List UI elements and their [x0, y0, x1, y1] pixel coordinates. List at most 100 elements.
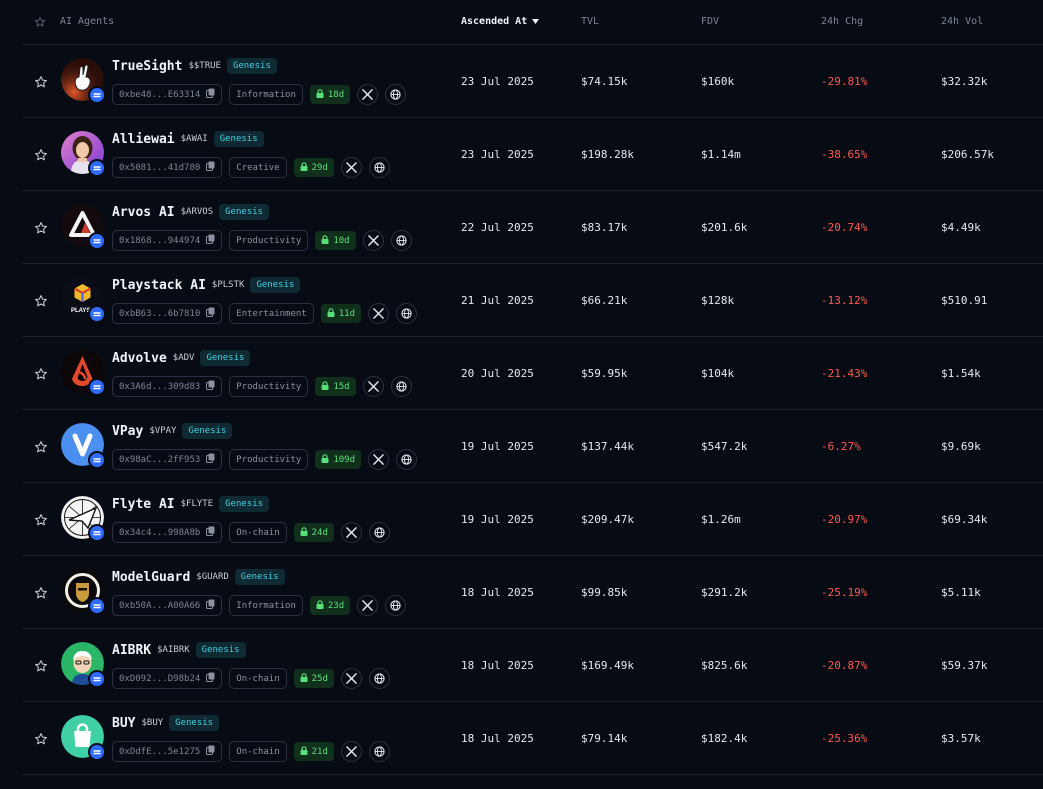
agent-avatar[interactable] [61, 423, 106, 469]
x-social-icon[interactable] [340, 522, 362, 543]
lock-badge: 23d [309, 596, 351, 615]
x-social-icon[interactable] [340, 668, 362, 689]
globe-icon[interactable] [368, 741, 390, 762]
x-social-icon[interactable] [357, 595, 379, 616]
header-tvl[interactable]: TVL [581, 16, 600, 27]
agent-name[interactable]: TrueSight [112, 58, 183, 74]
agent-name[interactable]: BUY [112, 715, 136, 731]
contract-address[interactable]: 0xDdfE...5e1275 [112, 741, 223, 762]
agent-avatar[interactable] [61, 131, 106, 177]
copy-icon[interactable] [206, 453, 215, 466]
globe-icon[interactable] [396, 449, 417, 470]
globe-icon[interactable] [385, 595, 407, 616]
contract-address[interactable]: 0xD092...D98b24 [112, 668, 223, 689]
change-value: -6.27% [821, 439, 861, 453]
agent-name[interactable]: Flyte AI [112, 496, 175, 512]
contract-address[interactable]: 0xbe48...E63314 [112, 84, 223, 105]
globe-icon[interactable] [385, 84, 407, 105]
globe-icon[interactable] [396, 303, 417, 324]
globe-icon[interactable] [368, 157, 390, 178]
ascended-date: 19 Jul 2025 [461, 512, 534, 526]
globe-icon[interactable] [390, 230, 412, 251]
contract-address[interactable]: 0x34c4...998A8b [112, 522, 223, 543]
star-icon[interactable] [34, 147, 48, 161]
table-row[interactable]: VPay $VPAY Genesis 0x98aC...2fF953 Produ… [22, 410, 1043, 483]
contract-address[interactable]: 0x5081...41d780 [112, 157, 223, 178]
table-row[interactable]: Alliewai $AWAI Genesis 0x5081...41d780 C… [22, 118, 1043, 191]
header-vol[interactable]: 24h Vol [941, 16, 984, 27]
star-icon[interactable] [34, 585, 48, 599]
lock-duration: 25d [311, 673, 328, 684]
copy-icon[interactable] [206, 599, 215, 612]
star-icon[interactable] [34, 366, 48, 380]
contract-address[interactable]: 0xb50A...A00A66 [112, 595, 223, 616]
contract-address[interactable]: 0x1868...944974 [112, 230, 223, 251]
x-social-icon[interactable] [357, 84, 379, 105]
x-social-icon[interactable] [368, 449, 389, 470]
star-icon[interactable] [34, 220, 48, 234]
agent-avatar[interactable] [61, 204, 106, 250]
category-tag: On-chain [229, 522, 287, 543]
agent-avatar[interactable] [61, 58, 106, 104]
table-row[interactable]: AIBRK $AIBRK Genesis 0xD092...D98b24 On-… [22, 629, 1043, 702]
agent-name[interactable]: Arvos AI [112, 204, 175, 220]
agent-name[interactable]: AIBRK [112, 642, 152, 658]
agent-avatar[interactable]: PLAYST [61, 277, 106, 323]
tvl-value: $83.17k [581, 220, 628, 234]
header-fdv[interactable]: FDV [701, 16, 720, 27]
agent-avatar[interactable] [61, 569, 106, 615]
contract-address[interactable]: 0x3A6d...309d83 [112, 376, 223, 397]
copy-icon[interactable] [206, 380, 215, 393]
agent-avatar[interactable] [61, 496, 106, 542]
agent-name[interactable]: VPay [112, 423, 144, 439]
star-icon[interactable] [34, 74, 48, 88]
globe-icon[interactable] [368, 522, 390, 543]
agent-name[interactable]: Alliewai [112, 131, 175, 147]
table-row[interactable]: Arvos AI $ARVOS Genesis 0x1868...944974 … [22, 191, 1043, 264]
star-icon[interactable] [34, 439, 48, 453]
change-value: -29.81% [821, 74, 868, 88]
header-ascended-sort[interactable]: Ascended At [461, 16, 540, 27]
genesis-badge: Genesis [169, 715, 220, 731]
copy-icon[interactable] [206, 161, 215, 174]
globe-icon[interactable] [390, 376, 412, 397]
category-tag: On-chain [229, 668, 287, 689]
chain-badge-icon [88, 159, 106, 177]
copy-icon[interactable] [206, 672, 215, 685]
agent-name[interactable]: ModelGuard [112, 569, 191, 585]
table-row[interactable]: TrueSight $$TRUE Genesis 0xbe48...E63314… [22, 45, 1043, 118]
copy-icon[interactable] [206, 745, 215, 758]
star-icon[interactable] [34, 731, 48, 745]
star-icon[interactable] [34, 658, 48, 672]
header-chg[interactable]: 24h Chg [821, 16, 864, 27]
x-social-icon[interactable] [368, 303, 389, 324]
x-social-icon[interactable] [362, 230, 384, 251]
agent-avatar[interactable] [61, 350, 106, 396]
contract-address[interactable]: 0x98aC...2fF953 [112, 449, 223, 470]
table-row[interactable]: Advolve $ADV Genesis 0x3A6d...309d83 Pro… [22, 337, 1043, 410]
agent-avatar[interactable] [61, 715, 106, 761]
globe-icon[interactable] [368, 668, 390, 689]
copy-icon[interactable] [206, 526, 215, 539]
agent-name[interactable]: Playstack AI [112, 277, 206, 293]
copy-icon[interactable] [206, 88, 215, 101]
svg-text:PLAYST: PLAYST [71, 308, 94, 314]
x-social-icon[interactable] [362, 376, 384, 397]
star-icon[interactable] [34, 293, 48, 307]
table-row[interactable]: BUY $BUY Genesis 0xDdfE...5e1275 On-chai… [22, 702, 1043, 775]
contract-address[interactable]: 0xbB63...6b7810 [112, 303, 223, 324]
lock-duration: 10d [333, 235, 350, 246]
copy-icon[interactable] [206, 234, 215, 247]
chain-badge-icon [88, 378, 106, 396]
star-icon[interactable] [34, 512, 48, 526]
star-icon[interactable] [34, 16, 46, 28]
table-row[interactable]: Flyte AI $FLYTE Genesis 0x34c4...998A8b … [22, 483, 1043, 556]
x-social-icon[interactable] [340, 741, 362, 762]
x-social-icon[interactable] [340, 157, 362, 178]
copy-icon[interactable] [206, 307, 215, 320]
volume-value: $1.54k [941, 366, 981, 380]
table-row[interactable]: PLAYST Playstack AI $PLSTK Genesis 0xbB6… [22, 264, 1043, 337]
table-row[interactable]: ModelGuard $GUARD Genesis 0xb50A...A00A6… [22, 556, 1043, 629]
agent-name[interactable]: Advolve [112, 350, 167, 366]
agent-avatar[interactable] [61, 642, 106, 688]
